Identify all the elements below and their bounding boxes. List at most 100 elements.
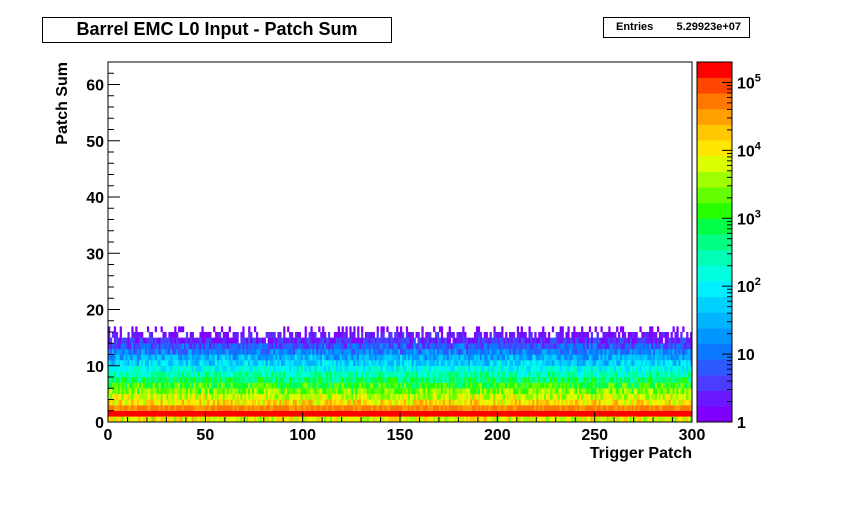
heatmap-cell — [590, 360, 594, 366]
heatmap-cell — [213, 377, 216, 383]
heatmap-cell — [610, 360, 613, 366]
heatmap-cell — [485, 399, 488, 406]
heatmap-cell — [361, 377, 364, 383]
heatmap-cell — [547, 348, 551, 355]
heatmap-cell — [285, 410, 288, 417]
heatmap-cell — [117, 377, 120, 383]
heatmap-cell — [561, 382, 564, 389]
heatmap-cell — [509, 388, 512, 395]
heatmap-cell — [154, 393, 157, 400]
heatmap-cell — [166, 405, 169, 411]
heatmap-cell — [510, 399, 514, 406]
heatmap-cell — [119, 410, 122, 417]
heatmap-cell — [645, 399, 648, 406]
heatmap-cell — [631, 399, 634, 406]
heatmap-cell — [361, 354, 364, 361]
heatmap-cell — [522, 388, 525, 395]
heatmap-cell — [618, 393, 621, 400]
heatmap-cell — [670, 343, 673, 350]
heatmap-cell — [575, 354, 578, 361]
heatmap-cell — [647, 377, 650, 383]
heatmap-cell — [581, 354, 584, 361]
heatmap-cell — [623, 405, 627, 411]
heatmap-cell — [382, 416, 385, 423]
heatmap-cell — [109, 405, 113, 411]
heatmap-cell — [257, 343, 261, 350]
heatmap-cell — [670, 405, 673, 411]
heatmap-cell — [549, 377, 553, 383]
heatmap-cell — [448, 393, 451, 400]
colorbar-segment — [697, 155, 732, 172]
heatmap-cell — [433, 343, 436, 350]
heatmap-cell — [549, 388, 553, 395]
heatmap-cell — [452, 393, 455, 400]
heatmap-cell — [495, 399, 498, 406]
heatmap-cell — [361, 410, 364, 417]
heatmap-cell — [438, 360, 442, 366]
heatmap-cell — [290, 365, 294, 372]
heatmap-cell — [289, 416, 292, 423]
heatmap-cell — [386, 360, 389, 366]
heatmap-cell — [672, 416, 675, 423]
heatmap-cell — [392, 343, 395, 350]
heatmap-cell — [507, 416, 510, 423]
heatmap-cell — [109, 382, 113, 389]
heatmap-cell — [181, 416, 185, 423]
heatmap-cell — [546, 388, 549, 395]
heatmap-cell — [598, 348, 601, 355]
heatmap-cell — [396, 388, 399, 395]
heatmap-cell — [438, 416, 442, 423]
heatmap-cell — [211, 377, 214, 383]
heatmap-cell — [425, 354, 428, 361]
heatmap-cell — [298, 393, 302, 400]
heatmap-cell — [281, 399, 284, 406]
heatmap-cell — [316, 343, 319, 350]
heatmap-cell — [606, 382, 609, 389]
heatmap-cell — [394, 377, 397, 383]
heatmap-cell — [123, 377, 126, 383]
heatmap-cell — [450, 393, 453, 400]
heatmap-cell — [289, 337, 292, 344]
heatmap-cell — [368, 382, 372, 389]
heatmap-cell — [380, 399, 383, 406]
heatmap-cell — [559, 354, 562, 361]
heatmap-cell — [604, 399, 607, 406]
heatmap-cell — [271, 382, 274, 389]
heatmap-cell — [115, 348, 119, 355]
heatmap-cell — [678, 410, 681, 417]
heatmap-cell — [353, 343, 356, 350]
heatmap-cell — [226, 405, 229, 411]
heatmap-cell — [557, 371, 560, 378]
heatmap-cell — [257, 354, 261, 361]
heatmap-cell — [364, 371, 368, 378]
heatmap-cell — [401, 410, 405, 417]
heatmap-cell — [135, 382, 138, 389]
heatmap-cell — [152, 354, 156, 361]
heatmap-cell — [690, 416, 693, 423]
heatmap-cell — [333, 360, 337, 366]
heatmap-cell — [296, 354, 300, 361]
heatmap-cell — [676, 416, 679, 423]
heatmap-cell — [438, 326, 442, 333]
heatmap-cell — [403, 365, 407, 372]
heatmap-cell — [489, 332, 492, 338]
heatmap-cell — [170, 337, 173, 344]
heatmap-cell — [466, 343, 469, 350]
heatmap-cell — [581, 382, 584, 389]
heatmap-cell — [532, 382, 535, 389]
heatmap-cell — [376, 326, 379, 333]
heatmap-cell — [462, 371, 465, 378]
heatmap-cell — [464, 388, 467, 395]
heatmap-cell — [398, 360, 401, 366]
heatmap-cell — [209, 360, 212, 366]
heatmap-cell — [331, 399, 335, 406]
heatmap-cell — [228, 365, 231, 372]
heatmap-cell — [300, 410, 303, 417]
heatmap-cell — [209, 332, 212, 338]
heatmap-cell — [193, 382, 196, 389]
heatmap-cell — [380, 371, 383, 378]
heatmap-cell — [236, 388, 239, 395]
heatmap-cell — [125, 354, 128, 361]
heatmap-cell — [464, 382, 467, 389]
heatmap-cell — [318, 326, 321, 333]
